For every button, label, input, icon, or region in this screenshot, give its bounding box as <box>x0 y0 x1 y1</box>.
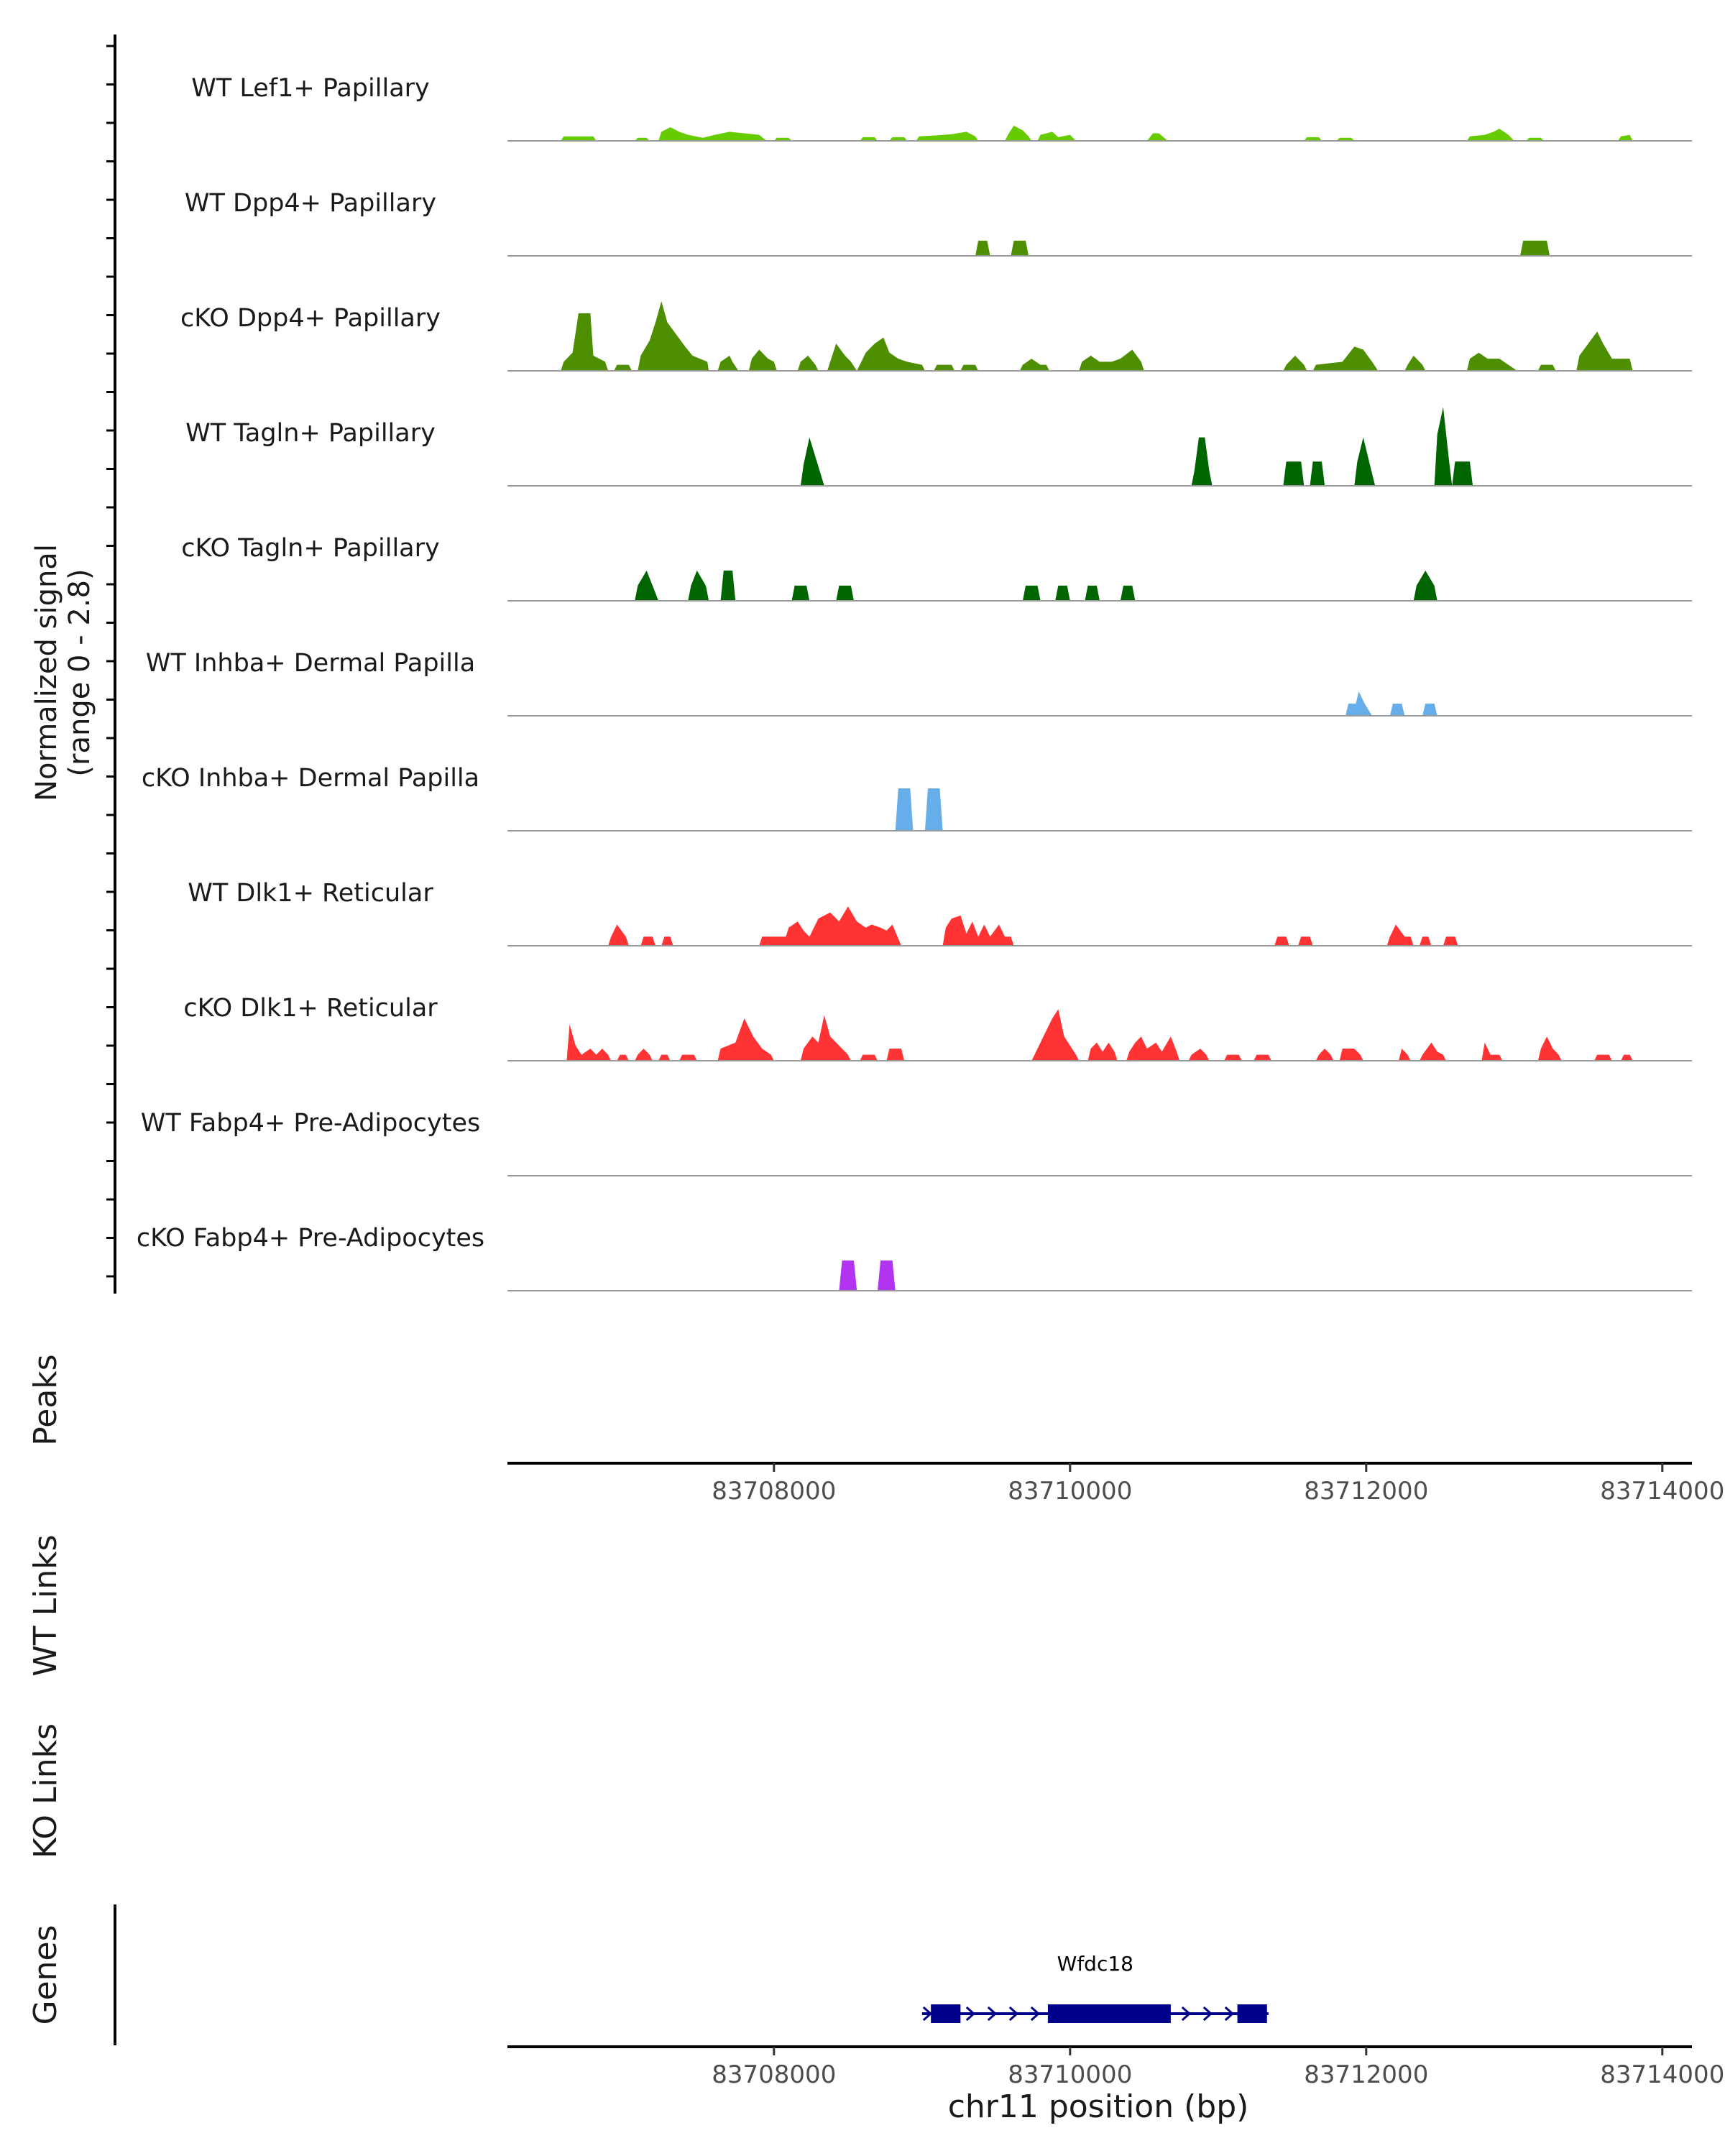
y-axis-label-line1: Normalized signal <box>30 544 63 801</box>
track-label: WT Dlk1+ Reticular <box>188 879 433 908</box>
track-7: cKO Inhba+ Dermal Papilla <box>142 764 1692 831</box>
x-tick-label: 83710000 <box>1008 2060 1132 2089</box>
gene-strand-arrow <box>1224 2006 1235 2022</box>
track-1: WT Lef1+ Papillary <box>191 74 1692 142</box>
track-6: WT Inhba+ Dermal Papilla <box>146 649 1692 717</box>
track-3: cKO Dpp4+ Papillary <box>180 301 1692 372</box>
track-label: WT Fabp4+ Pre-Adipocytes <box>141 1109 480 1138</box>
track-9: cKO Dlk1+ Reticular <box>183 994 1692 1061</box>
gene-name-label: Wfdc18 <box>1057 1952 1133 1976</box>
genes-panel-label: Genes <box>27 1925 64 2024</box>
track-coverage-area <box>975 240 1550 256</box>
track-coverage-area <box>635 570 1438 601</box>
track-coverage-area <box>1346 691 1438 716</box>
track-coverage-area <box>561 125 1633 141</box>
track-2: WT Dpp4+ Papillary <box>185 189 1692 257</box>
gene-strand-arrow <box>965 2006 976 2022</box>
track-4: WT Tagln+ Papillary <box>185 407 1692 487</box>
x-tick-label: 83714000 <box>1600 1477 1724 1506</box>
peaks-panel-label: Peaks <box>27 1354 64 1445</box>
track-label: WT Lef1+ Papillary <box>191 74 430 103</box>
x-tick-label: 83710000 <box>1008 1477 1132 1506</box>
gene-track: Wfdc18 <box>921 1952 1269 2023</box>
track-5: cKO Tagln+ Papillary <box>181 534 1692 602</box>
gene-strand-arrow <box>987 2006 998 2022</box>
gene-strand-arrow <box>1030 2006 1041 2022</box>
wt-links-panel-label: WT Links <box>27 1534 64 1676</box>
ko-links-panel-label: KO Links <box>27 1723 64 1858</box>
gene-strand-arrow <box>1008 2006 1019 2022</box>
track-label: cKO Fabp4+ Pre-Adipocytes <box>137 1224 484 1253</box>
track-label: WT Inhba+ Dermal Papilla <box>146 649 475 678</box>
x-tick-label: 83708000 <box>712 2060 836 2089</box>
gene-exon <box>931 2004 961 2023</box>
signal-y-axis-ticks <box>106 45 115 1278</box>
track-coverage-area <box>566 1009 1633 1061</box>
genes-x-axis: 83708000 83710000 83712000 83714000 <box>712 2047 1724 2089</box>
track-label: cKO Dlk1+ Reticular <box>183 994 438 1023</box>
track-label: WT Dpp4+ Papillary <box>185 189 436 218</box>
track-label: cKO Dpp4+ Papillary <box>180 304 441 333</box>
track-label: cKO Tagln+ Papillary <box>181 534 440 563</box>
track-coverage-area <box>839 1260 896 1291</box>
peaks-x-axis: 83708000 83710000 83712000 83714000 <box>712 1463 1724 1506</box>
track-label: cKO Inhba+ Dermal Papilla <box>142 764 479 793</box>
coverage-tracks: WT Lef1+ Papillary WT Dpp4+ Papillary cKO … <box>137 74 1692 1291</box>
y-axis-label-line2: (range 0 - 2.8) <box>63 568 96 776</box>
gene-exon <box>1047 2004 1171 2023</box>
track-label: WT Tagln+ Papillary <box>185 419 436 448</box>
track-8: WT Dlk1+ Reticular <box>188 879 1692 946</box>
x-tick-label: 83714000 <box>1600 2060 1724 2089</box>
x-tick-label: 83712000 <box>1304 2060 1428 2089</box>
gene-strand-arrow <box>922 2006 933 2022</box>
x-axis-label: chr11 position (bp) <box>948 2088 1249 2125</box>
gene-strand-arrow <box>1181 2006 1192 2022</box>
gene-strand-arrow <box>1202 2006 1213 2022</box>
track-11: cKO Fabp4+ Pre-Adipocytes <box>137 1224 1692 1291</box>
track-10: WT Fabp4+ Pre-Adipocytes <box>141 1109 1692 1176</box>
gene-exon <box>1237 2004 1267 2023</box>
x-tick-label: 83708000 <box>712 1477 836 1506</box>
track-coverage-area <box>561 301 1633 371</box>
x-tick-label: 83712000 <box>1304 1477 1428 1506</box>
track-coverage-area <box>800 407 1473 486</box>
track-coverage-area <box>895 788 943 831</box>
track-coverage-area <box>608 906 1458 946</box>
